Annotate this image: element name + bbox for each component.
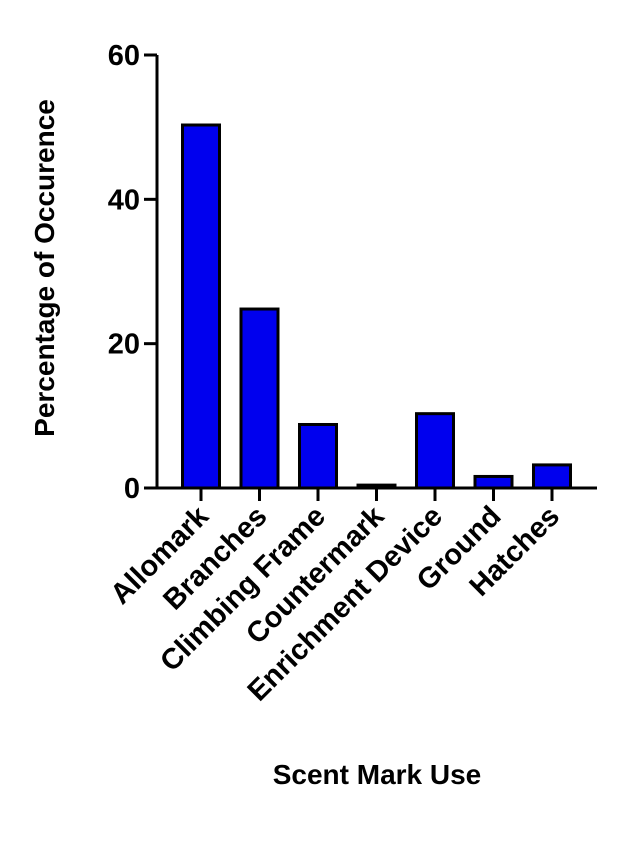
- bar-ground: [473, 474, 514, 490]
- y-tick-label: 0: [124, 473, 140, 505]
- bar-allomark: [181, 123, 221, 490]
- bar-climbing-frame: [298, 422, 338, 490]
- bar-hatches: [532, 463, 572, 490]
- y-tick-label: 60: [108, 40, 140, 72]
- y-tick-label: 40: [108, 184, 140, 216]
- y-axis-title: Percentage of Occurence: [29, 99, 60, 437]
- bar-branches: [239, 307, 280, 490]
- y-axis: 0 20 40 60: [108, 40, 159, 505]
- bars-group: [181, 123, 572, 490]
- x-axis-title: Scent Mark Use: [273, 759, 482, 790]
- bar-enrichment-device: [415, 412, 455, 490]
- y-tick-label: 20: [108, 329, 140, 361]
